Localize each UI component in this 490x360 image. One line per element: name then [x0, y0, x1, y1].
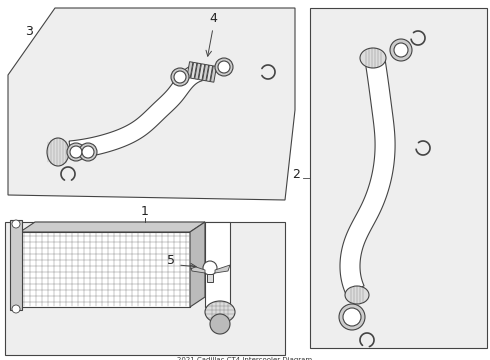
Polygon shape	[69, 63, 202, 159]
Bar	[310, 8, 487, 348]
Circle shape	[218, 61, 230, 73]
Ellipse shape	[205, 301, 235, 323]
Circle shape	[343, 308, 361, 326]
Circle shape	[82, 146, 94, 158]
Text: 2021 Cadillac CT4 Intercooler Diagram: 2021 Cadillac CT4 Intercooler Diagram	[177, 357, 313, 360]
Text: 3: 3	[25, 25, 33, 38]
Text: 1: 1	[141, 205, 149, 218]
Bar	[205, 222, 230, 307]
Polygon shape	[340, 58, 395, 294]
Circle shape	[210, 314, 230, 334]
Circle shape	[67, 143, 85, 161]
Circle shape	[79, 143, 97, 161]
Polygon shape	[20, 222, 205, 232]
Polygon shape	[198, 64, 205, 80]
Polygon shape	[190, 222, 205, 307]
Ellipse shape	[47, 138, 69, 166]
Bar	[207, 274, 213, 282]
Polygon shape	[190, 265, 205, 273]
Polygon shape	[211, 66, 217, 82]
Bar	[5, 222, 285, 355]
Polygon shape	[215, 265, 230, 273]
Circle shape	[174, 71, 186, 83]
Ellipse shape	[345, 286, 369, 304]
Circle shape	[203, 261, 217, 275]
Text: 5: 5	[167, 254, 175, 267]
Polygon shape	[195, 63, 201, 80]
Circle shape	[12, 220, 20, 228]
Circle shape	[339, 304, 365, 330]
Polygon shape	[8, 8, 295, 200]
Bar	[20, 232, 190, 307]
Circle shape	[171, 68, 189, 86]
Circle shape	[215, 58, 233, 76]
Polygon shape	[206, 65, 213, 81]
Polygon shape	[202, 64, 209, 81]
Circle shape	[394, 43, 408, 57]
Polygon shape	[187, 62, 193, 78]
Ellipse shape	[360, 48, 386, 68]
Polygon shape	[191, 62, 197, 79]
Circle shape	[70, 146, 82, 158]
Circle shape	[390, 39, 412, 61]
Text: 2: 2	[292, 168, 300, 181]
Circle shape	[12, 305, 20, 313]
Bar	[10, 220, 22, 310]
Text: 4: 4	[209, 12, 217, 25]
